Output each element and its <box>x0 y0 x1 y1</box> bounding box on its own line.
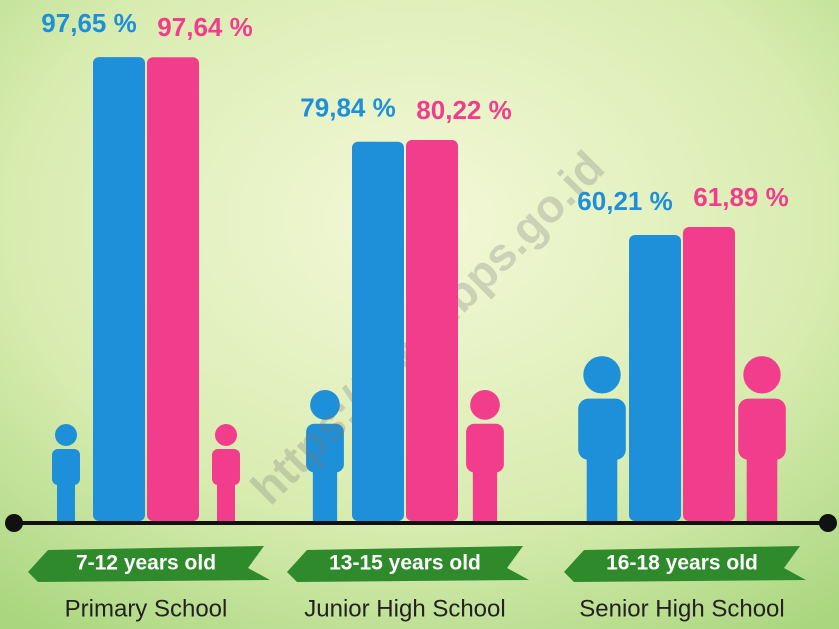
age-label: 13-15 years old <box>329 552 481 575</box>
category-label: Senior High School <box>579 595 784 622</box>
figure-head <box>55 424 77 446</box>
chart: https://www.bps.go.id 97,65 %97,64 %7-12… <box>0 0 839 629</box>
age-label: 7-12 years old <box>76 552 216 575</box>
figure-head <box>583 356 620 393</box>
category-label: Primary School <box>65 595 228 622</box>
value-label: 60,21 % <box>577 186 672 216</box>
bar <box>629 235 681 521</box>
age-label: 16-18 years old <box>606 552 758 575</box>
figure-body <box>212 449 240 485</box>
figure-legs <box>747 456 778 521</box>
value-label: 80,22 % <box>416 95 511 125</box>
baseline-dot <box>819 514 837 532</box>
value-label: 61,89 % <box>693 182 788 212</box>
figure-body <box>578 399 626 460</box>
bar <box>147 57 199 521</box>
figure-head <box>470 390 500 420</box>
figure-head <box>743 356 780 393</box>
bar <box>406 140 458 521</box>
baseline-dot <box>5 514 23 532</box>
bar <box>683 227 735 521</box>
category-label: Junior High School <box>304 595 505 622</box>
bar <box>93 57 145 521</box>
bar <box>352 142 404 521</box>
figure-legs <box>473 470 497 521</box>
figure-body <box>52 449 80 485</box>
figure-body <box>738 399 786 460</box>
figure-legs <box>217 483 235 521</box>
value-label: 97,64 % <box>157 12 252 42</box>
figure-body <box>466 424 504 473</box>
figure-head <box>215 424 237 446</box>
figure-legs <box>313 470 337 521</box>
figure-legs <box>587 456 618 521</box>
figure-legs <box>57 483 75 521</box>
value-label: 97,65 % <box>41 8 136 38</box>
value-label: 79,84 % <box>300 93 395 123</box>
